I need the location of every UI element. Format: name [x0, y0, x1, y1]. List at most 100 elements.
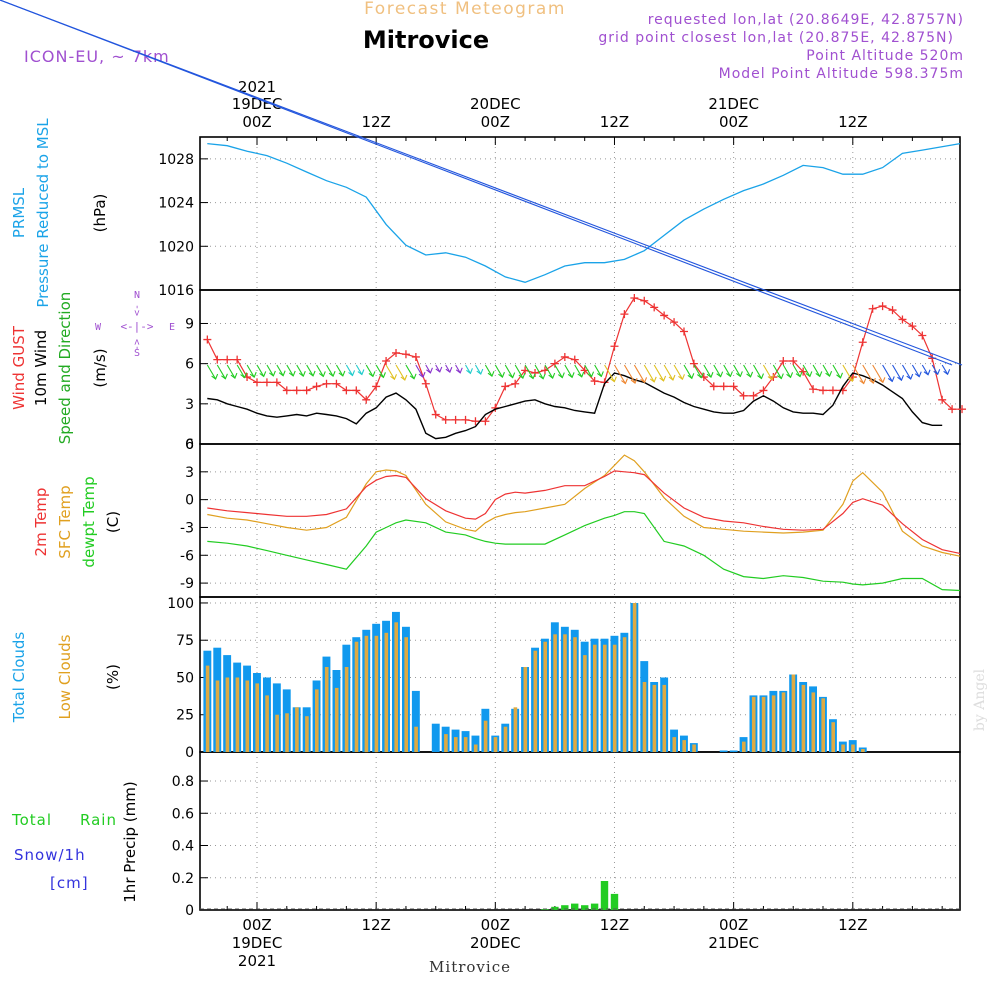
temp-unit: (C): [104, 511, 122, 533]
wind-arrow-head: [328, 370, 336, 378]
wind-arrow: [0, 0, 963, 366]
wind-arrow: [554, 364, 565, 379]
gust-marker: [411, 352, 420, 361]
low-cloud-bar: [573, 637, 577, 752]
wind-10m-label: 10m Wind: [32, 330, 50, 406]
total-clouds-label: Total Clouds: [10, 632, 28, 724]
wind-arrow-head: [577, 371, 585, 378]
gust-marker: [640, 296, 649, 305]
wind-arrow: [0, 0, 953, 366]
low-cloud-bar: [692, 744, 696, 752]
ytick-label: 0.2: [172, 871, 194, 887]
model-altitude: Model Point Altitude 598.375m: [719, 66, 964, 82]
low-cloud-bar: [463, 737, 468, 752]
low-cloud-bar: [791, 674, 796, 752]
gust-marker: [650, 303, 659, 312]
total-cloud-bar: [729, 750, 738, 752]
low-cloud-bar: [315, 689, 319, 752]
wind-arrow-shaft: [623, 364, 636, 384]
rain-bar: [610, 893, 619, 910]
wind-arrow-shaft: [941, 364, 949, 375]
wind-arrow-head: [777, 373, 784, 380]
wind-arrow: [494, 364, 505, 378]
wind-arrow-shaft: [514, 364, 524, 379]
gust-marker: [590, 377, 599, 386]
gust-marker: [719, 382, 728, 391]
gust-marker: [828, 386, 837, 395]
gust-marker: [272, 378, 281, 387]
gust-marker: [213, 355, 222, 364]
low-cloud-bar: [603, 644, 607, 752]
low-cloud-bar: [334, 687, 339, 752]
wind-arrow-head: [848, 375, 855, 383]
top-hour-label: 00Z: [481, 113, 510, 131]
gust-marker: [709, 382, 718, 391]
gust-marker: [610, 342, 619, 351]
wind-arrow: [862, 364, 876, 384]
low-cloud-bar: [742, 741, 746, 752]
wind-arrow: [316, 364, 326, 378]
rain-bar: [571, 903, 579, 910]
ytick-label: 6: [185, 357, 194, 373]
ytick-label: 0: [185, 745, 194, 761]
low-cloud-bar: [652, 684, 657, 752]
rain-bar: [561, 905, 569, 910]
low-cloud-bar: [801, 684, 806, 752]
wind-arrow-shaft: [882, 364, 893, 382]
gust-marker: [372, 382, 381, 391]
ytick-label: 25: [176, 708, 194, 724]
wind-arrow: [385, 364, 398, 381]
wind-arrow-shaft: [474, 364, 482, 375]
wind-arrow-shaft: [355, 364, 363, 375]
gust-marker: [421, 379, 430, 388]
wind-arrow-head: [746, 371, 754, 378]
total-cloud-bar: [471, 735, 480, 752]
gust-marker: [630, 294, 639, 303]
wind-arrow: [683, 364, 695, 380]
gust-marker: [739, 391, 748, 400]
wind-arrow-shaft: [246, 364, 255, 378]
temp-dewpt-label: dewpt Temp: [80, 476, 98, 567]
wind-arrow-head: [597, 371, 604, 378]
temp-sfc-label: SFC Temp: [56, 485, 74, 558]
wind-arrow-shaft: [256, 364, 265, 377]
pressure-label-1: PRMSL: [10, 187, 28, 238]
wind-arrow-head: [455, 367, 463, 374]
wind-arrow-shaft: [226, 364, 236, 379]
wind-arrow-shaft: [901, 364, 912, 380]
rain-bar: [581, 905, 589, 910]
gust-marker: [948, 405, 957, 414]
wind-arrow: [335, 364, 346, 377]
wind-arrow-head: [943, 369, 951, 376]
compass-w: W: [95, 322, 102, 333]
low-cloud-bar: [761, 696, 766, 752]
wind-arrow-shaft: [604, 364, 615, 382]
wind-arrow: [395, 364, 408, 381]
low-cloud-bar: [354, 641, 359, 752]
compass-e: E: [169, 322, 175, 333]
wind-arrow-shaft: [614, 364, 626, 384]
requested-coords: requested lon,lat (20.8649E, 42.8757N): [648, 12, 964, 28]
wind-arrow-head: [318, 371, 326, 378]
wind-arrow: [326, 364, 336, 378]
low-cloud-bar: [205, 665, 210, 752]
svg-text:<-|->: <-|->: [120, 320, 153, 333]
wind-arrow: [852, 364, 867, 385]
wind-arrow-shaft: [842, 364, 853, 382]
gust-marker: [302, 386, 311, 395]
wind-arrow-head: [923, 369, 931, 376]
pressure-panel-labels: PRMSL Pressure Reduced to MSL (hPa): [10, 118, 109, 308]
wind-arrow-head: [259, 371, 267, 378]
wind-arrow-head: [487, 370, 495, 378]
wind-arrow-shaft: [316, 364, 324, 377]
wind-arrow-shaft: [326, 364, 334, 377]
gust-marker: [670, 318, 679, 327]
wind-arrow-shaft: [673, 364, 683, 380]
wind-arrow-shaft: [306, 364, 314, 377]
bottom-hour-label: 12Z: [600, 916, 629, 934]
top-hour-label: 00Z: [242, 113, 271, 131]
wind-arrow: [286, 364, 296, 377]
pressure-label-2: Pressure Reduced to MSL: [34, 118, 52, 308]
svg-text:->: ->: [132, 339, 143, 351]
gust-marker: [819, 386, 828, 395]
